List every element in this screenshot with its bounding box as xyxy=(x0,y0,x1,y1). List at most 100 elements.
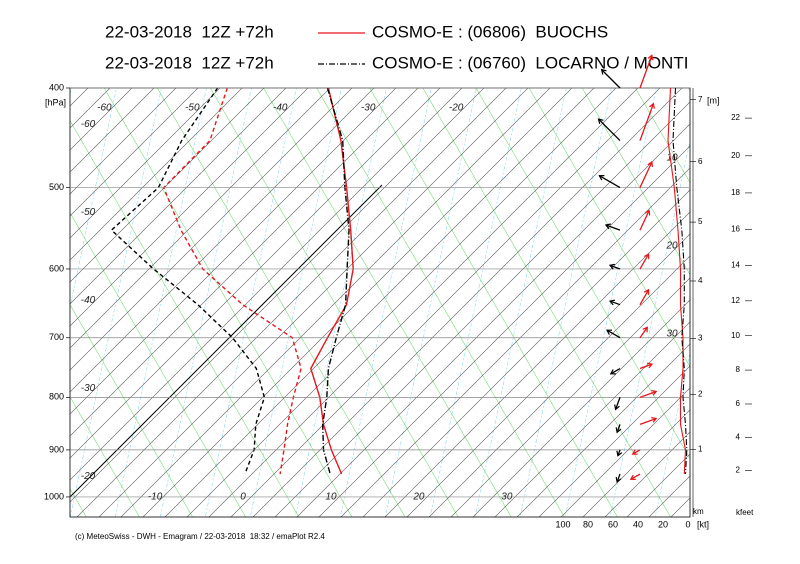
temperature-profile xyxy=(321,88,350,475)
kfeet-tick-label: 6 xyxy=(736,399,741,408)
wind-arrow xyxy=(639,55,653,89)
wind-arrow xyxy=(639,417,657,426)
wind-arrow xyxy=(639,161,653,188)
wind-arrow-head xyxy=(646,362,654,369)
zero-isotherm xyxy=(69,184,383,498)
y-tick-label: 800 xyxy=(49,392,64,402)
isotherms xyxy=(70,88,690,517)
isotherm-label: -40 xyxy=(273,103,288,114)
wind-arrow xyxy=(609,300,621,306)
legend-run: 22-03-2018 12Z +72h xyxy=(105,22,274,41)
temperature-profile xyxy=(310,88,354,475)
wind-arrow-head xyxy=(600,68,607,75)
km-tick-label: 7 xyxy=(698,95,703,104)
y-tick-label: 700 xyxy=(49,332,64,342)
wind-arrow-head xyxy=(643,288,650,295)
kfeet-tick-label: 8 xyxy=(736,365,741,374)
km-tick-label: 4 xyxy=(698,276,703,285)
dewpoint-profile xyxy=(110,88,266,475)
wind-tick-label: 80 xyxy=(583,519,593,529)
wind-arrow xyxy=(639,289,650,306)
isotherm-label: 0 xyxy=(240,492,246,503)
wind-arrow-head xyxy=(629,474,636,480)
wind-arrow xyxy=(616,473,621,483)
wind-speed-profile xyxy=(667,87,687,475)
annotation: 30 xyxy=(666,329,678,340)
wind-arrow-head xyxy=(605,329,612,335)
legend-run: 22-03-2018 12Z +72h xyxy=(105,53,274,72)
wind-arrow xyxy=(609,264,621,270)
kfeet-tick-label: 20 xyxy=(731,151,740,160)
wind-arrow xyxy=(598,118,621,142)
wind-arrow-head xyxy=(651,417,658,423)
isotherm-label: -50 xyxy=(185,103,200,114)
annotation: 20 xyxy=(665,241,678,252)
km-tick-label: 3 xyxy=(698,334,703,343)
wind-arrow xyxy=(615,397,621,410)
y-tick-label: 1000 xyxy=(44,491,64,501)
wind-arrow-head xyxy=(631,449,638,455)
wind-arrow-head xyxy=(615,476,622,483)
wind-arrow-head xyxy=(647,160,653,168)
y-tick-label: 600 xyxy=(49,263,64,273)
legend-name: COSMO-E : (06760) LOCARNO / MONTI xyxy=(372,53,688,72)
y-tick-label: 900 xyxy=(49,444,64,454)
wind-arrow-head xyxy=(649,102,655,109)
kfeet-tick-label: 14 xyxy=(731,261,740,270)
isotherm-label: 20 xyxy=(412,492,425,503)
wind-arrow-head xyxy=(615,427,622,434)
wind-arrow xyxy=(639,326,648,339)
isotherm-label: -30 xyxy=(81,383,96,394)
height-unit: [m] xyxy=(707,95,720,105)
isotherm-label: -50 xyxy=(81,207,96,218)
isotherm-label: -40 xyxy=(81,295,96,306)
km-tick-label: 5 xyxy=(698,217,703,226)
kfeet-tick-label: 18 xyxy=(731,188,740,197)
km-tick-label: 2 xyxy=(698,390,703,399)
km-tick-label: 6 xyxy=(698,157,703,166)
wind-arrow-head xyxy=(608,299,616,306)
wind-tick-label: 60 xyxy=(608,519,618,529)
legend-name: COSMO-E : (06806) BUOCHS xyxy=(372,22,608,41)
wind-arrow-head xyxy=(651,389,658,396)
isotherm-label: -20 xyxy=(449,103,464,114)
wind-arrow-head xyxy=(642,326,648,333)
y-tick-label: 400 xyxy=(49,82,64,92)
km-label: km xyxy=(693,507,704,516)
wind-arrow xyxy=(639,390,657,398)
wind-arrow xyxy=(616,424,621,433)
wind-arrow xyxy=(639,210,650,231)
wind-arrow xyxy=(605,224,621,231)
wind-arrow-head xyxy=(643,253,650,260)
isotherm-label: 30 xyxy=(501,492,513,503)
wind-arrow-head xyxy=(614,404,620,411)
wind-arrow xyxy=(632,449,641,455)
isotherm-label: -60 xyxy=(81,119,96,130)
wind-arrow xyxy=(639,253,650,270)
isotherm-label: -20 xyxy=(81,471,96,482)
annotation: 10 xyxy=(666,153,678,164)
pressure-unit: [hPa] xyxy=(45,97,66,107)
wind-arrow xyxy=(610,367,621,375)
wind-speed-profile xyxy=(672,87,688,475)
wind-arrow-head xyxy=(647,54,654,61)
y-tick-label: 500 xyxy=(49,182,64,192)
isotherm-label: -60 xyxy=(97,103,112,114)
kfeet-tick-label: 4 xyxy=(736,432,741,441)
kfeet-label: kfeet xyxy=(736,508,754,517)
wind-tick-label: 100 xyxy=(555,519,570,529)
wind-arrow xyxy=(639,103,655,141)
wind-arrow xyxy=(601,69,621,89)
km-tick-label: 1 xyxy=(698,444,703,453)
wind-arrow-head xyxy=(616,450,623,457)
wind-unit: [kt] xyxy=(697,519,709,529)
wind-arrow xyxy=(630,473,641,480)
wind-arrow-head xyxy=(609,369,616,375)
wind-arrow-head xyxy=(608,263,616,270)
kfeet-tick-label: 12 xyxy=(731,296,740,305)
wind-arrow xyxy=(599,175,621,189)
wind-arrow-head xyxy=(597,118,604,125)
wind-tick-label: 0 xyxy=(685,519,690,529)
kfeet-tick-label: 2 xyxy=(736,465,741,474)
